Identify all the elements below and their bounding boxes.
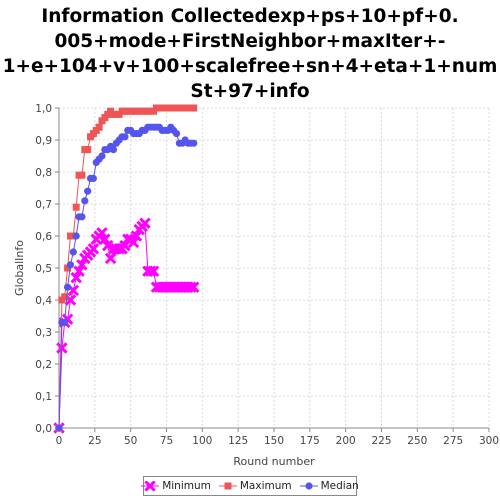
data-point-minimum	[104, 252, 117, 265]
data-point-maximum	[61, 293, 69, 301]
data-point-maximum	[78, 171, 86, 179]
series-layer	[53, 104, 200, 434]
data-point-median	[55, 424, 63, 432]
data-point-minimum	[87, 243, 100, 255]
data-point-maximum	[84, 146, 92, 154]
x-tick-label: 225	[371, 435, 391, 447]
data-point-maximum	[95, 123, 103, 131]
legend-marker-maximum	[218, 482, 237, 490]
y-tick-label: 0,4	[35, 295, 52, 307]
y-tick-label: 1,0	[35, 103, 52, 115]
x-tick-label: 100	[192, 435, 212, 447]
data-point-median	[89, 174, 97, 182]
data-point-minimum	[102, 239, 114, 252]
legend-item-median: Median	[299, 480, 359, 492]
data-point-minimum	[147, 265, 160, 277]
y-tick-label: 0,8	[35, 167, 52, 179]
x-tick-label: 275	[443, 435, 463, 447]
data-point-median	[61, 318, 69, 326]
x-tick-label: 150	[264, 435, 284, 447]
legend-label-maximum: Maximum	[239, 480, 292, 492]
y-tick-label: 0,7	[35, 199, 52, 211]
legend-label-median: Median	[320, 480, 359, 492]
y-axis-title: GlobalInfo	[13, 240, 26, 296]
series-median	[55, 123, 198, 432]
chart-title: Information Collectedexp+ps+10+pf+0. 005…	[2, 6, 498, 102]
data-point-median	[172, 130, 181, 138]
data-point-minimum	[56, 342, 68, 354]
x-tick-label: 125	[228, 435, 248, 447]
data-point-maximum	[72, 203, 80, 211]
x-tick-label: 200	[336, 435, 356, 447]
x-tick-label: 75	[160, 435, 173, 447]
legend-label-minimum: Minimum	[162, 480, 211, 492]
x-axis-title: Round number	[233, 455, 315, 468]
data-point-median	[78, 213, 86, 221]
x-tick-label: 0	[56, 435, 63, 447]
y-tick-label: 0,3	[35, 327, 52, 339]
x-tick-label: 250	[407, 435, 427, 447]
y-tick-label: 0,5	[35, 263, 52, 275]
legend-item-maximum: Maximum	[218, 480, 292, 492]
y-tick-label: 0,1	[35, 391, 52, 403]
data-point-median	[69, 248, 77, 256]
data-point-median	[64, 283, 72, 291]
data-point-maximum	[64, 264, 72, 272]
grid-lines	[59, 107, 490, 428]
x-tick-label: 50	[124, 435, 137, 447]
legend: Minimum Maximum Median	[141, 476, 359, 496]
series-minimum	[53, 217, 200, 434]
y-tick-label: 0,9	[35, 135, 52, 147]
y-tick-label: 0,6	[35, 231, 52, 243]
data-point-median	[98, 152, 106, 160]
axes: 0,0 0,1 0,2 0,3 0,4 0,5 0,6 0,7 0,8 0,9 1,0 0 25 50 75…	[35, 103, 499, 447]
data-point-median	[66, 261, 75, 269]
y-tick-label: 0,2	[35, 359, 52, 371]
x-tick-label: 300	[479, 435, 499, 447]
data-point-median	[81, 197, 89, 205]
data-point-median	[190, 139, 198, 147]
legend-marker-median	[299, 482, 318, 490]
data-point-median	[121, 133, 129, 141]
data-point-median	[72, 232, 80, 240]
data-point-median	[84, 187, 92, 195]
legend-marker-minimum	[141, 481, 160, 491]
data-point-minimum	[139, 217, 151, 229]
legend-item-minimum: Minimum	[141, 480, 211, 492]
data-point-maximum	[190, 104, 198, 112]
y-tick-label: 0,0	[35, 423, 52, 435]
x-tick-label: 25	[88, 435, 101, 447]
x-tick-label: 175	[300, 435, 320, 447]
data-point-median	[109, 146, 118, 154]
data-point-minimum	[188, 281, 200, 293]
